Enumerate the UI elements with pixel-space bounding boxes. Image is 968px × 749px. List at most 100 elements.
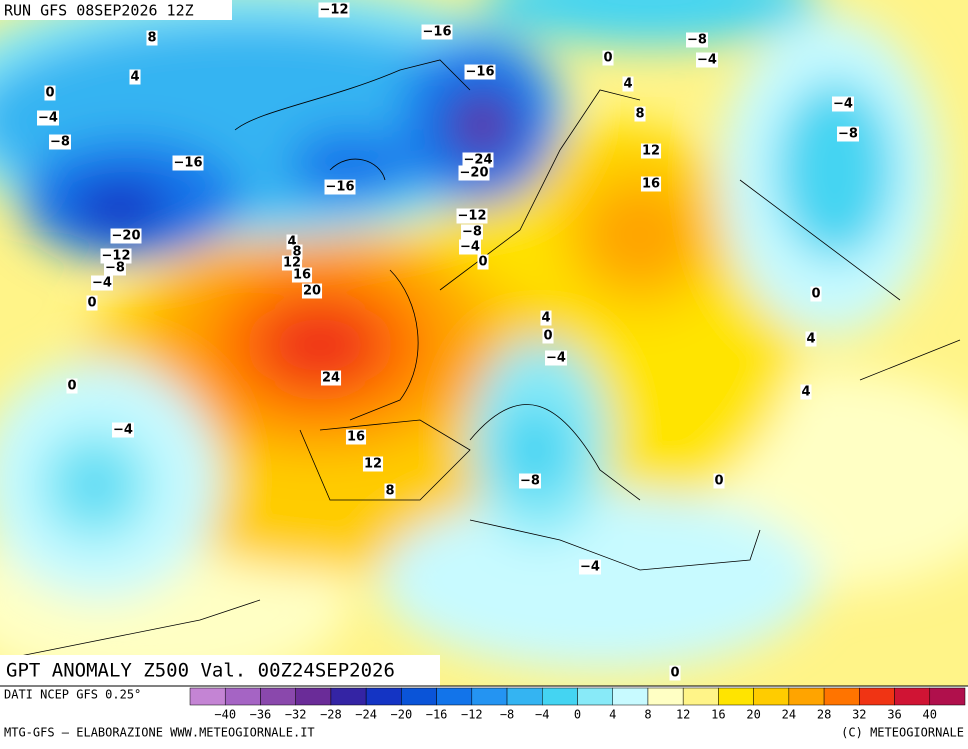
label-bg [345, 429, 367, 445]
contour-label: 4 [806, 332, 815, 347]
label-bg [477, 254, 489, 270]
label-bg [129, 69, 141, 85]
contour-label: −4 [38, 111, 58, 126]
contour-label: −8 [105, 261, 125, 276]
label-bg [44, 85, 56, 101]
contour-label: 8 [635, 107, 644, 122]
contour-label: 0 [87, 296, 96, 311]
contour-label: −12 [458, 209, 487, 224]
legend-label: 24 [782, 708, 796, 722]
run-label: RUN GFS 08SEP2026 12Z [4, 2, 194, 20]
contour-label: 16 [642, 177, 660, 192]
legend-label: −12 [461, 708, 483, 722]
contour-label: −20 [460, 166, 489, 181]
label-bg [634, 106, 646, 122]
label-bg [421, 24, 453, 40]
label-bg [104, 260, 126, 276]
label-bg [540, 310, 552, 326]
label-bg [362, 456, 384, 472]
title-box [0, 655, 440, 686]
color-swatch [189, 687, 226, 706]
color-swatch [577, 687, 613, 706]
legend-label: −28 [320, 708, 342, 722]
label-bg [458, 165, 490, 181]
legend-label: −40 [214, 708, 236, 722]
label-bg [837, 126, 859, 142]
label-bg [579, 559, 601, 575]
color-swatch [612, 687, 649, 706]
contour-label: −4 [460, 240, 480, 255]
label-bg [832, 96, 854, 112]
legend-label: −20 [391, 708, 413, 722]
contour-label: −16 [174, 156, 203, 171]
contour-label: 4 [801, 385, 810, 400]
contour-label: 4 [130, 70, 139, 85]
contour-label: 16 [293, 268, 311, 283]
contour-label: 4 [541, 311, 550, 326]
label-bg [459, 239, 481, 255]
label-bg [464, 64, 496, 80]
contour-label: 0 [45, 86, 54, 101]
contour-label: −8 [462, 225, 482, 240]
color-swatch [718, 687, 754, 706]
legend-label: −24 [355, 708, 377, 722]
label-bg [519, 473, 541, 489]
label-bg [291, 267, 313, 283]
label-bg [110, 228, 142, 244]
contour-label: 24 [322, 371, 340, 386]
run-box [0, 0, 232, 20]
source: DATI NCEP GFS 0.25° [4, 688, 141, 702]
label-bg [324, 179, 356, 195]
color-swatch [260, 687, 296, 706]
legend-label: −4 [535, 708, 549, 722]
contour-label: −16 [423, 25, 452, 40]
label-bg [91, 275, 113, 291]
contour-label: 8 [147, 31, 156, 46]
legend-label: 32 [852, 708, 866, 722]
legend-label: 40 [923, 708, 937, 722]
color-swatch [647, 687, 684, 706]
color-swatch [542, 687, 578, 706]
color-swatch [471, 687, 508, 706]
legend-label: 12 [676, 708, 690, 722]
footer-right: (C) METEOGIORNALE [841, 726, 964, 740]
label-bg [800, 384, 812, 400]
coastlines [0, 59, 961, 661]
label-bg [669, 665, 681, 681]
label-bg [100, 248, 132, 264]
label-bg [112, 422, 134, 438]
contour-label: −8 [50, 135, 70, 150]
legend-label: 28 [817, 708, 831, 722]
label-bg [622, 76, 634, 92]
label-bg [545, 350, 567, 366]
color-swatch [401, 687, 437, 706]
contour-label: −16 [466, 65, 495, 80]
legend-label: −16 [426, 708, 448, 722]
color-swatch [859, 687, 895, 706]
label-bg [805, 331, 817, 347]
label-bg [462, 152, 494, 168]
contour-label: 8 [385, 484, 394, 499]
contour-label: −24 [464, 153, 493, 168]
color-swatch [823, 687, 860, 706]
color-swatch [295, 687, 332, 706]
contour-label: −4 [580, 560, 600, 575]
footer-left: MTG-GFS — ELABORAZIONE WWW.METEOGIORNALE… [4, 726, 315, 740]
contour-label: 4 [623, 77, 632, 92]
legend-label: 16 [711, 708, 725, 722]
label-bg [640, 176, 662, 192]
color-bar: −40 −36 −32 −28 −24 −20 −16 −12 −8 −4 0 4 8 12 16 20 24 2… [189, 687, 966, 722]
contour-label: 0 [714, 474, 723, 489]
label-bg [286, 234, 298, 250]
legend-label: 20 [746, 708, 760, 722]
contour-label: −4 [833, 97, 853, 112]
label-bg [456, 208, 488, 224]
contour-label: 4 [287, 235, 296, 250]
label-bg [384, 483, 396, 499]
color-swatch [894, 687, 931, 706]
contour-label: 0 [543, 329, 552, 344]
contour-label: −8 [838, 127, 858, 142]
legend-label: −32 [285, 708, 307, 722]
legend-label: 0 [574, 708, 581, 722]
